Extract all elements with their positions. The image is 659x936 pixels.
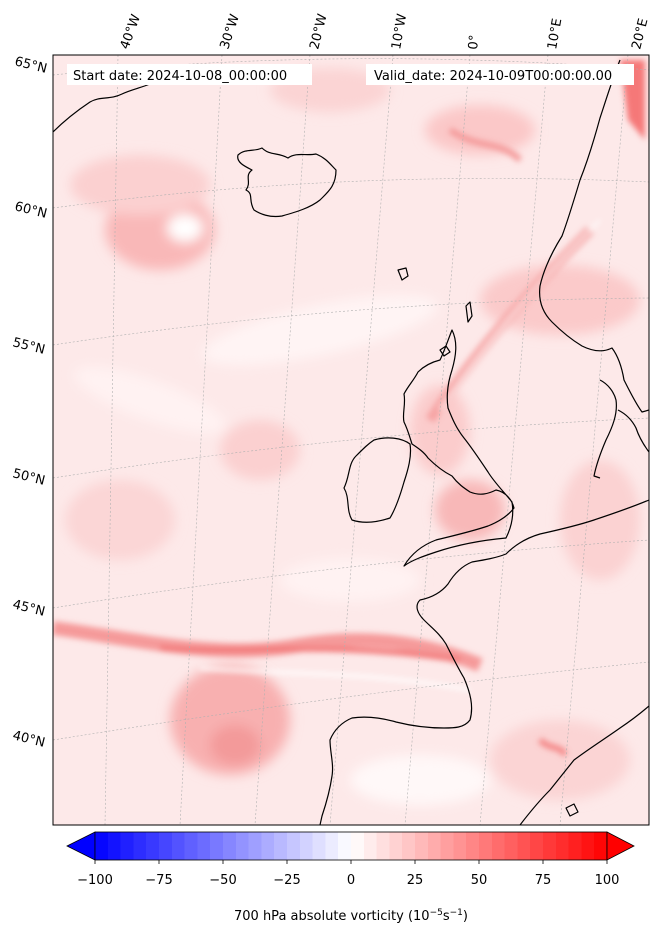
lon-label-20e: 20°E bbox=[629, 17, 651, 51]
lat-label-60n: 60°N bbox=[13, 199, 48, 221]
latitude-labels: 65°N 60°N 55°N 50°N 45°N 40°N bbox=[11, 54, 48, 750]
colorbar-tick-label: −100 bbox=[77, 873, 113, 888]
lon-label-0: 0° bbox=[466, 34, 482, 50]
colorbar-extend-low bbox=[66, 831, 96, 861]
coast-ireland bbox=[343, 437, 412, 523]
longitude-labels: 40°W 30°W 20°W 10°W 0° 10°E 20°E bbox=[118, 12, 652, 51]
colorbar-body bbox=[94, 831, 608, 861]
valid-date-label: Valid_date: 2024-10-09T00:00:00.00 bbox=[374, 69, 612, 84]
colorbar-label-exp1: −5 bbox=[430, 908, 443, 918]
lat-label-50n: 50°N bbox=[11, 466, 46, 488]
lat-label-65n: 65°N bbox=[13, 54, 48, 76]
colorbar-label-exp2: −1 bbox=[450, 908, 463, 918]
colorbar-tick-label: 50 bbox=[471, 873, 488, 888]
colorbar-extend-high bbox=[606, 831, 635, 861]
coast-baltic bbox=[617, 409, 649, 453]
valid-date-box bbox=[366, 64, 634, 85]
coast-great-britain bbox=[402, 329, 515, 567]
colorbar-tick-label: −75 bbox=[145, 873, 172, 888]
colorbar-tick-label: 100 bbox=[595, 873, 620, 888]
lon-label-10e: 10°E bbox=[545, 17, 565, 50]
map-frame bbox=[52, 54, 650, 826]
coastlines bbox=[53, 59, 649, 825]
coast-iceland bbox=[237, 147, 337, 218]
colorbar-tick-label: 0 bbox=[347, 873, 355, 888]
coast-continent bbox=[319, 499, 649, 825]
colorbar-tick-label: −25 bbox=[273, 873, 300, 888]
lon-label-30w: 30°W bbox=[218, 12, 243, 51]
lat-label-40n: 40°N bbox=[11, 728, 46, 750]
lon-label-40w: 40°W bbox=[118, 12, 144, 51]
coast-norway bbox=[539, 59, 649, 413]
coast-denmark bbox=[593, 379, 617, 479]
start-date-box bbox=[67, 64, 312, 85]
colorbar-tick-label: −50 bbox=[209, 873, 236, 888]
colorbar-ticks: −100 −75 −50 −25 0 25 50 75 100 bbox=[77, 860, 619, 888]
colorbar-label-suffix: ) bbox=[463, 909, 468, 924]
lat-label-45n: 45°N bbox=[11, 597, 46, 619]
lon-label-20w: 20°W bbox=[307, 12, 330, 51]
coast-shetland bbox=[465, 301, 473, 323]
vorticity-field-texture bbox=[65, 68, 640, 805]
coast-balearic bbox=[565, 803, 579, 817]
start-date-label: Start date: 2024-10-08_00:00:00 bbox=[73, 69, 287, 84]
colorbar: −100 −75 −50 −25 0 25 50 75 100 bbox=[66, 831, 635, 888]
map-panel bbox=[53, 55, 649, 825]
lat-label-55n: 55°N bbox=[11, 335, 46, 357]
lon-label-10w: 10°W bbox=[389, 13, 410, 51]
colorbar-label: 700 hPa absolute vorticity (10−5s−1) bbox=[234, 908, 468, 924]
coast-iberia-south bbox=[519, 705, 649, 825]
colorbar-tick-label: 75 bbox=[535, 873, 552, 888]
colorbar-label-prefix: 700 hPa absolute vorticity (10 bbox=[234, 909, 430, 924]
colorbar-label-mid: s bbox=[443, 909, 450, 924]
colorbar-tick-label: 25 bbox=[407, 873, 424, 888]
coast-faroe bbox=[397, 267, 409, 281]
